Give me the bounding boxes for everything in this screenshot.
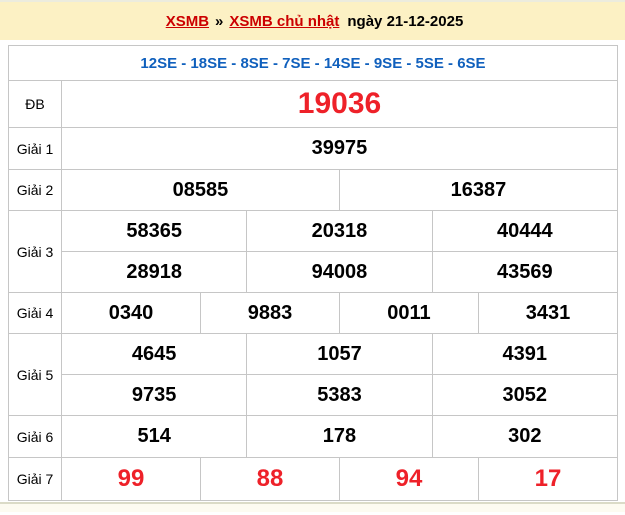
- page-header: XSMB » XSMB chủ nhật ngày 21-12-2025: [0, 0, 625, 40]
- results-table-container: 12SE - 18SE - 8SE - 7SE - 14SE - 9SE - 5…: [8, 45, 618, 501]
- prize-number: 514: [60, 415, 248, 458]
- prize-number: 4391: [431, 333, 618, 375]
- prize-number: 3052: [431, 374, 618, 416]
- prize-number: 9735: [60, 374, 248, 416]
- prize-number: 302: [431, 415, 618, 458]
- prize-row-g6: Giải 6 514 178 302: [8, 415, 618, 458]
- prize-number: 16387: [338, 169, 618, 211]
- prize-number: 1057: [246, 333, 433, 375]
- prize-row-g7: Giải 7 99 88 94 17: [8, 457, 618, 501]
- prize-row-g2: Giải 2 08585 16387: [8, 169, 618, 211]
- prize-label-g7: Giải 7: [8, 457, 62, 501]
- prize-number: 40444: [431, 210, 618, 252]
- prize-number: 20318: [246, 210, 433, 252]
- prize-number: 94: [338, 457, 479, 501]
- xsmb-link[interactable]: XSMB: [165, 12, 210, 30]
- prize-label-g1: Giải 1: [8, 127, 62, 170]
- prize-row-g5-line2: 9735 5383 3052: [9, 374, 618, 416]
- prize-label-g5: Giải 5: [8, 333, 62, 416]
- prize-number: 5383: [246, 374, 433, 416]
- prize-number: 58365: [60, 210, 248, 252]
- prize-number: 17: [477, 457, 618, 501]
- prize-row-g4: Giải 4 0340 9883 0011 3431: [8, 292, 618, 334]
- prize-row-db: ĐB 19036: [8, 80, 618, 128]
- prize-number: 0011: [338, 292, 479, 334]
- prize-row-g1: Giải 1 39975: [8, 127, 618, 170]
- prize-label-g6: Giải 6: [8, 415, 62, 458]
- prize-label-g2: Giải 2: [8, 169, 62, 211]
- prize-number: 08585: [61, 169, 340, 211]
- draw-codes: 12SE - 18SE - 8SE - 7SE - 14SE - 9SE - 5…: [8, 45, 618, 81]
- prize-row-g3-line2: 28918 94008 43569: [9, 251, 618, 293]
- prize-number: 39975: [61, 127, 618, 170]
- prize-number: 28918: [60, 251, 248, 293]
- prize-row-g5: Giải 5 4645 1057 4391: [8, 333, 618, 416]
- prize-label-g4: Giải 4: [8, 292, 62, 334]
- prize-number: 178: [246, 415, 433, 458]
- prize-number: 19036: [61, 80, 618, 128]
- prize-number: 4645: [60, 333, 248, 375]
- results-table: 12SE - 18SE - 8SE - 7SE - 14SE - 9SE - 5…: [8, 45, 618, 501]
- prize-label-g3: Giải 3: [8, 210, 62, 293]
- next-section-edge: [0, 502, 625, 512]
- prize-number: 94008: [246, 251, 433, 293]
- prize-number: 9883: [199, 292, 340, 334]
- xsmb-sunday-link[interactable]: XSMB chủ nhật: [229, 12, 340, 30]
- prize-label-db: ĐB: [8, 80, 62, 128]
- draw-codes-row: 12SE - 18SE - 8SE - 7SE - 14SE - 9SE - 5…: [8, 45, 618, 81]
- draw-date: ngày 21-12-2025: [347, 12, 464, 30]
- prize-number: 99: [61, 457, 201, 501]
- prize-number: 43569: [431, 251, 618, 293]
- prize-row-g3: Giải 3 58365 20318 40444: [8, 210, 618, 293]
- prize-number: 0340: [61, 292, 201, 334]
- breadcrumb-separator: »: [215, 12, 224, 30]
- prize-number: 3431: [477, 292, 618, 334]
- prize-number: 88: [199, 457, 340, 501]
